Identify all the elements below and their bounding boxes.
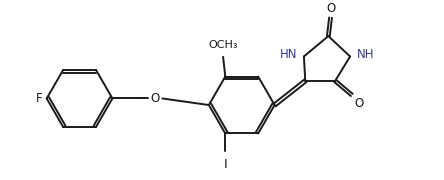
Text: O: O (151, 92, 160, 105)
Text: I: I (223, 158, 227, 171)
Text: F: F (36, 92, 42, 105)
Text: OCH₃: OCH₃ (208, 40, 238, 50)
Text: HN: HN (279, 48, 297, 61)
Text: O: O (327, 2, 336, 15)
Text: NH: NH (357, 48, 375, 61)
Text: O: O (354, 97, 363, 110)
